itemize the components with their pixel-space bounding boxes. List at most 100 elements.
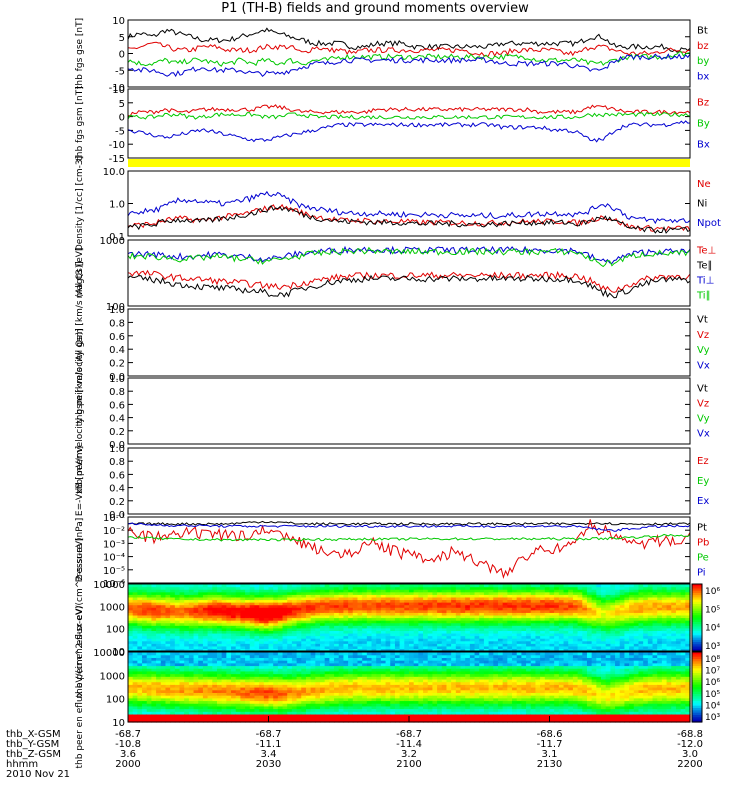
spectrogram-cell [362, 645, 368, 650]
spectrogram-cell [413, 660, 419, 664]
spectrogram-cell [324, 625, 330, 629]
spectrogram-cell [404, 627, 410, 631]
spectrogram-cell [221, 614, 227, 619]
spectrogram-cell [240, 620, 246, 624]
spectrogram-cell [399, 599, 405, 603]
spectrogram-cell [685, 591, 691, 595]
spectrogram-cell [277, 622, 284, 626]
spectrogram-cell [643, 638, 649, 642]
spectrogram-cell [291, 668, 298, 672]
spectrogram-cell [259, 703, 265, 707]
spectrogram-cell [586, 648, 593, 652]
spectrogram-cell [179, 645, 185, 650]
spectrogram-cell [301, 586, 307, 590]
spectrogram-cell [320, 654, 326, 658]
spectrogram-cell [483, 627, 490, 631]
spectrogram-cell [170, 620, 176, 624]
spectrogram-cell [371, 681, 377, 685]
spectrogram-cell [188, 668, 195, 672]
spectrogram-cell [661, 589, 668, 593]
spectrogram-cell [263, 584, 270, 588]
spectrogram-cell [132, 632, 138, 637]
spectrogram-cell [427, 609, 434, 613]
spectrogram-cell [409, 703, 415, 707]
spectrogram-cell [563, 589, 569, 593]
spectrogram-cell [221, 673, 227, 677]
spectrogram-cell [254, 662, 260, 667]
spectrogram-cell [142, 676, 148, 680]
spectrogram-cell [638, 596, 644, 601]
spectrogram-cell [680, 632, 686, 637]
spectrogram-cell [156, 602, 162, 606]
spectrogram-cell [235, 665, 241, 669]
spectrogram-cell [427, 604, 434, 608]
spectrogram-cell [465, 607, 471, 611]
spectrogram-cell [479, 609, 485, 613]
spectrogram-cell [399, 594, 405, 598]
spectrogram-cell [263, 643, 270, 647]
spectrogram-cell [305, 604, 312, 608]
spectrogram-cell [254, 645, 260, 650]
spectrogram-cell [254, 654, 260, 658]
spectrogram-cell [399, 689, 405, 693]
series-line-Bt [127, 27, 691, 53]
spectrogram-cell [685, 584, 691, 588]
spectrogram-cell [605, 604, 611, 608]
spectrogram-cell [207, 716, 213, 720]
spectrogram-cell [348, 640, 354, 644]
spectrogram-cell [165, 612, 171, 616]
spectrogram-cell [479, 617, 485, 621]
spectrogram-cell [521, 612, 527, 616]
spectrogram-cell [474, 620, 480, 624]
spectrogram-cell [128, 700, 134, 704]
spectrogram-cell [380, 652, 387, 656]
spectrogram-cell [151, 627, 157, 631]
spectrogram-cell [558, 648, 565, 652]
spectrogram-cell [301, 645, 307, 650]
spectrogram-cell [193, 607, 199, 611]
spectrogram-cell [535, 614, 541, 619]
spectrogram-cell [629, 638, 635, 642]
spectrogram-cell [615, 584, 621, 588]
spectrogram-cell [231, 596, 237, 601]
spectrogram-cell [146, 596, 153, 601]
spectrogram-cell [231, 648, 237, 652]
spectrogram-cell [301, 705, 307, 710]
spectrogram-cell [390, 670, 396, 675]
spectrogram-cell [661, 620, 668, 624]
spectrogram-cell [329, 657, 335, 661]
spectrogram-cell [231, 645, 237, 650]
spectrogram-cell [371, 660, 377, 664]
spectrogram-cell [638, 640, 644, 644]
spectrogram-cell [221, 700, 227, 704]
spectrogram-cell [427, 643, 434, 647]
spectrogram-cell [137, 625, 143, 629]
spectrogram-cell [671, 648, 677, 652]
spectrogram-cell [273, 614, 279, 619]
spectrogram-cell [287, 657, 293, 661]
spectrogram-cell [273, 678, 279, 683]
spectrogram-cell [418, 643, 424, 647]
spectrogram-cell [320, 657, 326, 661]
spectrogram-cell [329, 643, 335, 647]
spectrogram-cell [240, 617, 246, 621]
spectrogram-cell [287, 632, 293, 637]
spectrogram-cell [137, 594, 143, 598]
spectrogram-cell [268, 697, 274, 702]
spectrogram-cell [399, 584, 405, 588]
spectrogram-cell [376, 695, 382, 699]
spectrogram-cell [572, 643, 579, 647]
spectrogram-cell [380, 716, 387, 720]
spectrogram-cell [610, 635, 616, 639]
spectrogram-cell [526, 586, 532, 590]
spectrogram-cell [174, 645, 181, 650]
spectrogram-cell [249, 681, 256, 685]
spectrogram-cell [216, 594, 223, 598]
spectrogram-cell [142, 614, 148, 619]
spectrogram-cell [577, 599, 583, 603]
spectrogram-cell [235, 687, 241, 691]
spectrogram-cell [329, 660, 335, 664]
spectrogram-cell [235, 681, 241, 685]
spectrogram-cell [160, 689, 167, 693]
spectrogram-cell [540, 604, 546, 608]
